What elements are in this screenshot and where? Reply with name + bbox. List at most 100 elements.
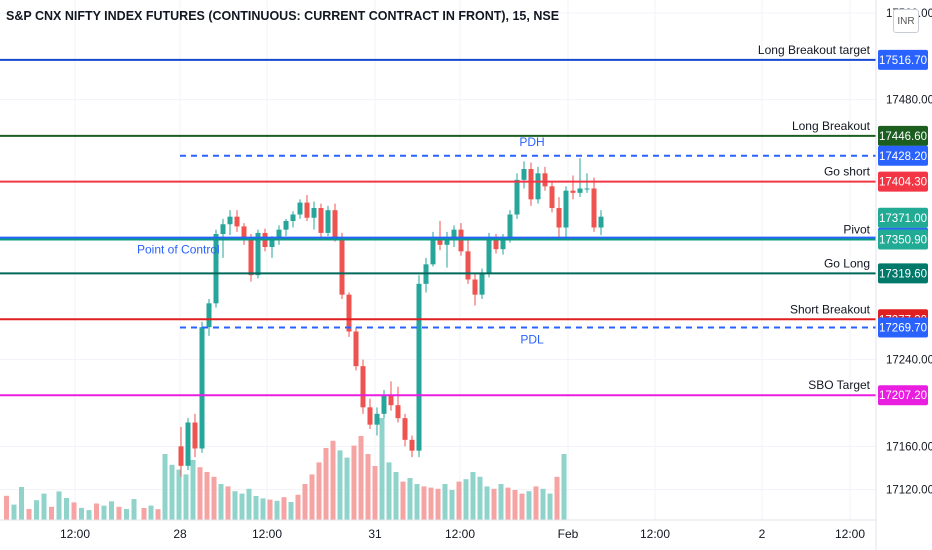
volume-bar [148,505,154,520]
volume-bar [316,462,322,520]
time-tick-label: 12:00 [640,527,670,541]
volume-bar [456,481,462,520]
candle-body [381,395,387,414]
volume-bar [561,454,567,520]
volume-bar [225,486,231,520]
volume-bar [86,510,92,520]
price-tag [878,49,928,70]
level-label: Short Breakout [790,302,871,316]
volume-bar [526,491,532,520]
volume-bar [239,493,245,520]
candle-body [353,331,359,367]
candle-body [213,234,219,304]
candle-body [360,366,366,408]
level-lines: Long Breakout target Long Breakout PDH Go s… [0,43,876,397]
volume-bar [131,499,137,520]
candle-body [388,395,394,406]
volume-bar [379,418,385,520]
candle-body [290,214,296,221]
candle-body [311,208,317,218]
time-tick-label: 12:00 [60,527,90,541]
candlesticks [178,158,604,477]
volume-bar [274,500,280,520]
time-tick-label: Feb [558,527,579,541]
candle-body [465,251,471,280]
candle-body [178,446,184,466]
volume-bar [505,487,511,520]
candle-body [248,238,254,276]
volume-bar [176,469,182,520]
candle-body [521,169,527,180]
candle-body [451,229,457,239]
volume-bar [246,488,252,520]
time-axis[interactable]: 12:00 28 12:00 31 12:00 Feb 12:00 2 12:00 [0,519,876,541]
candle-body [192,422,198,449]
level-label: Go Long [824,256,870,270]
volume-bar [302,484,308,520]
volume-bar [540,488,546,520]
candle-body [472,279,478,295]
candle-body [325,210,331,233]
level-label: Go short [824,165,871,179]
price-tag-label: 17371.00 [879,213,927,225]
volume-bar [330,440,336,520]
price-axis[interactable]: 17120.0017160.0017240.0017480.0017560.00… [875,0,932,550]
candle-body [318,208,324,233]
volume-bar [11,504,17,520]
volume-bar [512,490,518,520]
volume-bar [372,466,378,520]
candle-body [444,238,450,245]
time-tick-label: 12:00 [835,527,865,541]
volume-bar [414,484,420,520]
volume-bar [400,481,406,520]
candle-body [283,221,289,230]
volume-bar [393,472,399,520]
candle-body [332,210,338,239]
volume-bar [463,479,469,520]
candle-body [185,422,191,466]
candle-body [535,173,541,200]
volume-bar [421,486,427,520]
candle-body [276,229,282,241]
volume-bar [155,509,161,520]
volume-bar [94,503,99,520]
level-label: PDH [519,135,544,149]
volume-bar [109,501,114,520]
volume-bars [4,418,567,520]
level-label: SBO Target [808,378,870,392]
candle-body [486,237,492,273]
candle-body [591,188,597,228]
volume-bar [435,488,441,520]
volume-bar [169,464,175,520]
level-label: Long Breakout target [758,43,871,57]
volume-bar [211,476,217,520]
time-tick-label: 2 [759,527,766,541]
price-tag [878,385,928,406]
volume-bar [162,454,168,520]
level-label: Point of Control [137,243,220,257]
volume-bar [204,472,210,520]
price-tag-label: 17428.20 [879,151,927,163]
volume-bar [116,506,122,520]
candle-body [241,226,247,239]
volume-bar [26,509,32,520]
candle-body [395,405,401,419]
price-tag [878,145,928,166]
currency-badge[interactable]: INR [893,9,919,33]
volume-bar [498,484,504,520]
volume-bar [309,474,315,520]
price-tag [878,317,928,338]
candle-body [542,173,548,187]
price-tag-label: 17350.90 [879,235,927,247]
candle-body [339,238,345,295]
candle-body [598,216,604,228]
volume-bar [484,486,490,520]
volume-bar [218,484,224,520]
time-tick-label: 28 [173,527,187,541]
price-tag-label: 17319.60 [879,268,927,280]
price-tick-label: 17120.00 [886,485,932,497]
candle-body [500,238,506,250]
volume-bar [428,487,434,520]
volume-bar [281,497,287,520]
